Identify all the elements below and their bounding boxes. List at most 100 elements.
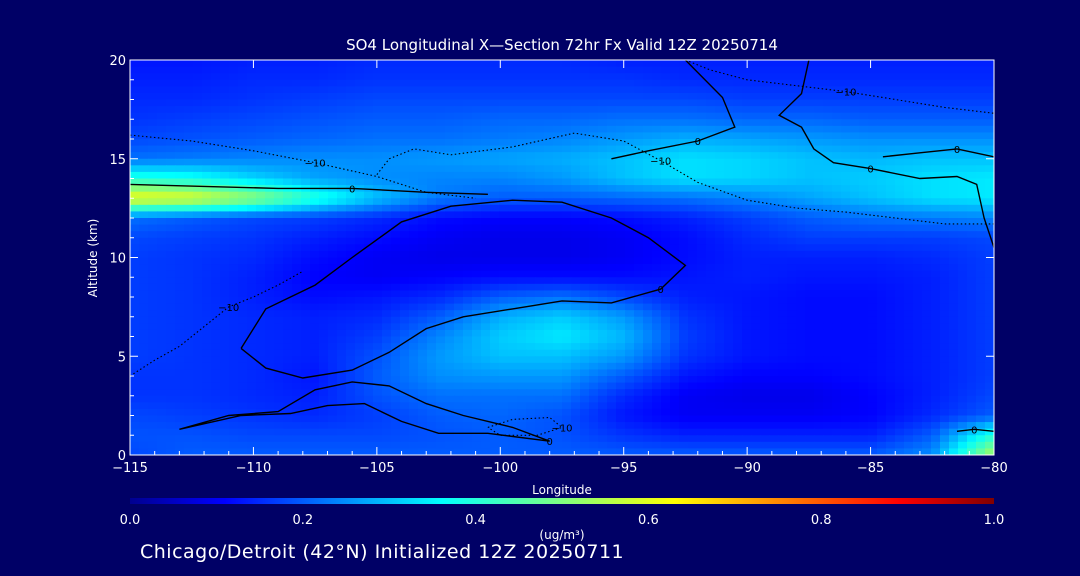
heat-cell xyxy=(283,297,293,305)
heat-cell xyxy=(175,224,185,232)
heat-cell xyxy=(544,86,554,94)
heat-cell xyxy=(490,132,500,140)
heat-cell xyxy=(418,86,428,94)
heat-cell xyxy=(292,165,302,173)
heat-cell xyxy=(409,283,419,292)
heat-cell xyxy=(508,336,518,344)
heat-cell xyxy=(643,86,653,94)
heat-cell xyxy=(688,165,698,173)
heat-cell xyxy=(454,92,464,101)
heat-cell xyxy=(742,290,752,298)
heat-cell xyxy=(526,329,536,338)
heat-cell xyxy=(346,323,356,331)
heat-cell xyxy=(418,158,428,166)
heat-cell xyxy=(382,198,392,206)
heat-cell xyxy=(706,336,716,344)
heat-cell xyxy=(211,106,221,114)
heat-cell xyxy=(148,92,158,101)
heat-cell xyxy=(841,112,851,120)
heat-cell xyxy=(319,349,329,357)
heat-cell xyxy=(985,376,994,384)
heat-cell xyxy=(616,244,626,252)
heat-cell xyxy=(364,356,374,364)
heat-cell xyxy=(400,191,410,199)
heat-cell xyxy=(778,178,788,186)
heat-cell xyxy=(859,145,869,153)
heat-cell xyxy=(220,336,230,344)
heat-cell xyxy=(472,303,482,311)
heat-cell xyxy=(715,356,725,364)
heat-cell xyxy=(346,171,356,180)
heat-cell xyxy=(643,66,653,74)
heat-cell xyxy=(832,178,842,186)
heat-cell xyxy=(490,231,500,239)
heat-cell xyxy=(400,369,410,377)
heat-cell xyxy=(679,257,689,265)
heat-cell xyxy=(868,119,878,127)
heat-cell xyxy=(274,297,284,305)
heat-cell xyxy=(148,356,158,364)
heat-cell xyxy=(670,86,680,94)
heat-cell xyxy=(652,356,662,364)
heat-cell xyxy=(652,139,662,147)
heat-cell xyxy=(535,257,545,265)
heat-cell xyxy=(949,376,959,384)
heat-cell xyxy=(625,283,635,292)
heat-cell xyxy=(958,264,968,272)
heat-cell xyxy=(661,362,671,371)
heat-cell xyxy=(400,290,410,298)
heat-cell xyxy=(301,264,311,272)
heat-cell xyxy=(409,376,419,384)
heat-cell xyxy=(130,323,140,331)
heat-cell xyxy=(679,356,689,364)
heat-cell xyxy=(697,231,707,239)
heat-cell xyxy=(391,303,401,311)
heat-cell xyxy=(166,198,176,206)
heat-cell xyxy=(283,119,293,127)
heat-cell xyxy=(976,152,986,160)
heat-cell xyxy=(355,60,365,68)
heat-cell xyxy=(328,112,338,120)
heat-cell xyxy=(823,60,833,68)
heat-cell xyxy=(274,191,284,199)
heat-cell xyxy=(769,237,779,245)
heat-cell xyxy=(193,204,203,213)
heat-cell xyxy=(472,132,482,140)
heat-cell xyxy=(652,112,662,120)
heat-cell xyxy=(976,369,986,377)
heat-cell xyxy=(436,382,446,390)
heat-cell xyxy=(436,204,446,213)
heat-cell xyxy=(904,66,914,74)
heat-cell xyxy=(202,139,212,147)
heat-cell xyxy=(301,145,311,153)
heat-cell xyxy=(877,389,887,397)
heat-cell xyxy=(184,290,194,298)
heat-cell xyxy=(382,66,392,74)
heat-cell xyxy=(859,250,869,259)
heat-cell xyxy=(913,171,923,180)
heat-cell xyxy=(886,395,896,403)
heat-cell xyxy=(472,171,482,180)
heat-cell xyxy=(220,270,230,278)
heat-cell xyxy=(823,290,833,298)
heat-cell xyxy=(310,362,320,371)
heat-cell xyxy=(148,395,158,403)
heat-cell xyxy=(634,389,644,397)
heat-cell xyxy=(760,270,770,278)
heat-cell xyxy=(211,171,221,180)
heat-cell xyxy=(454,349,464,357)
heat-cell xyxy=(949,336,959,344)
heat-cell xyxy=(301,323,311,331)
heat-cell xyxy=(220,92,230,101)
heat-cell xyxy=(535,369,545,377)
heat-cell xyxy=(391,382,401,390)
heat-cell xyxy=(967,139,977,147)
heat-cell xyxy=(769,310,779,318)
heat-cell xyxy=(328,218,338,226)
heat-cell xyxy=(877,211,887,219)
heat-cell xyxy=(985,86,994,94)
heat-cell xyxy=(616,198,626,206)
heat-cell xyxy=(445,185,455,193)
heat-cell xyxy=(238,204,248,213)
heat-cell xyxy=(229,237,239,245)
